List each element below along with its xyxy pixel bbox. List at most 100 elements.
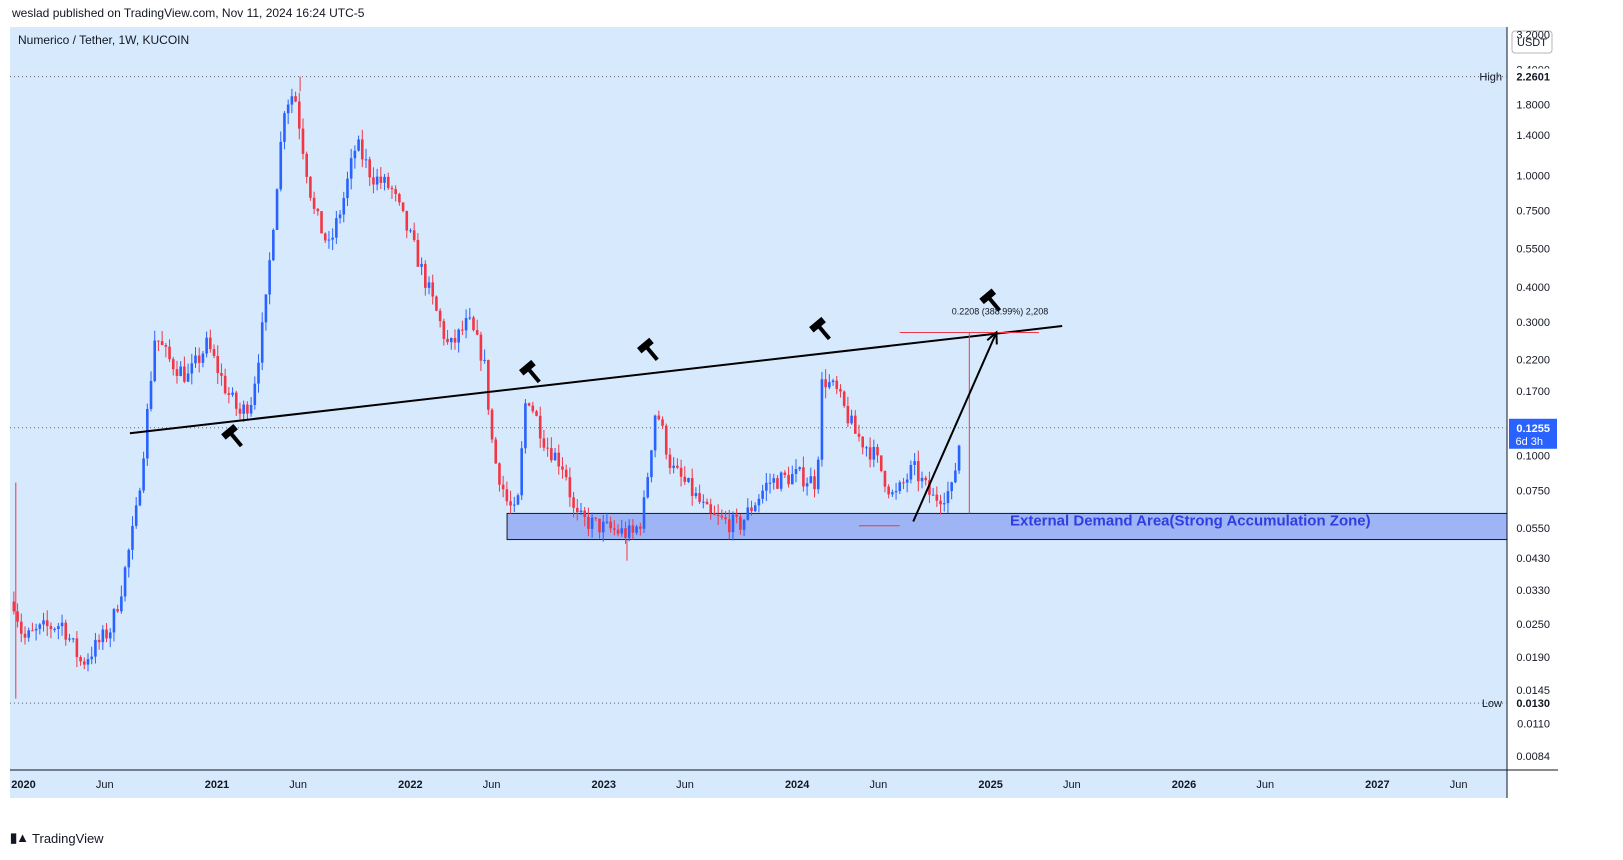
candle-body <box>183 366 186 382</box>
candle-body <box>531 405 535 412</box>
candle-body <box>120 596 123 612</box>
candle-body <box>372 177 375 185</box>
candle-body <box>894 491 898 493</box>
low-label: Low <box>1482 698 1502 710</box>
candle-body <box>520 448 523 496</box>
candle-body <box>891 492 894 495</box>
x-tick-label: 2023 <box>592 779 616 791</box>
candle-body <box>90 656 94 660</box>
candle-body <box>687 478 690 482</box>
candle-body <box>375 176 379 185</box>
candle-body <box>112 609 116 633</box>
candle-body <box>464 318 468 331</box>
candle-body <box>357 139 360 151</box>
arrow-head-icon <box>986 330 998 345</box>
candle-body <box>568 477 572 498</box>
candle-body <box>394 189 397 195</box>
hammer-icon <box>636 337 659 362</box>
candle-body <box>272 229 275 261</box>
price-axis[interactable] <box>1507 27 1558 798</box>
candle-body <box>19 621 23 634</box>
candle-body <box>53 628 56 630</box>
candle-body <box>724 517 727 520</box>
candle-body <box>524 403 527 449</box>
candle-body <box>268 260 271 295</box>
low-value: 0.0130 <box>1516 698 1550 710</box>
candle-body <box>698 493 701 502</box>
candle-body <box>312 197 316 209</box>
candle-body <box>512 504 516 506</box>
candle-body <box>609 521 612 529</box>
candle-body <box>49 626 53 630</box>
candle-body <box>27 630 30 638</box>
candle-body <box>331 237 334 240</box>
candle-body <box>824 379 827 388</box>
hammer-icon <box>979 288 1002 312</box>
candle-body <box>657 415 661 420</box>
candle-body <box>134 505 138 526</box>
candle-body <box>283 113 286 142</box>
candle-body <box>494 439 498 464</box>
candle-body <box>101 629 105 643</box>
candle-body <box>635 526 638 533</box>
candle-body <box>876 446 879 456</box>
plot-area[interactable] <box>10 27 1507 770</box>
candle-body <box>31 630 34 632</box>
footer-brand: ▮▲ TradingView <box>10 830 104 846</box>
candle-body <box>498 463 501 485</box>
candle-body <box>34 628 38 631</box>
candle-body <box>386 176 390 188</box>
candle-body <box>16 611 19 622</box>
currency-button[interactable] <box>1511 30 1553 54</box>
candle-body <box>542 438 546 448</box>
candle-body <box>323 233 327 241</box>
candle-body <box>305 153 308 177</box>
candle-body <box>420 263 423 267</box>
candle-body <box>442 321 446 339</box>
candle-body <box>427 282 431 288</box>
candle-body <box>171 359 175 370</box>
candle-body <box>227 393 231 395</box>
publish-info: weslad published on TradingView.com, Nov… <box>12 6 365 20</box>
candle-body <box>535 411 538 416</box>
candle-body <box>468 317 472 319</box>
candle-body <box>220 373 223 376</box>
candle-body <box>572 497 575 508</box>
hammer-icon <box>809 316 831 341</box>
candle-body <box>160 341 164 346</box>
candle-body <box>946 491 950 504</box>
candle-body <box>490 409 494 440</box>
candle-body <box>71 638 75 640</box>
candle-body <box>338 214 342 219</box>
candle-body <box>231 392 234 395</box>
candle-body <box>583 510 586 517</box>
projection-arrow[interactable] <box>912 332 998 522</box>
candle-body <box>601 521 605 533</box>
time-axis[interactable] <box>10 770 1507 798</box>
x-tick-label: 2027 <box>1365 779 1389 791</box>
candle-body <box>501 484 505 490</box>
candle-body <box>487 359 490 410</box>
candle-body <box>216 356 220 374</box>
candle-body <box>798 467 801 470</box>
resistance-trendline[interactable] <box>129 325 1063 435</box>
low-value-box <box>1511 695 1556 712</box>
candle-body <box>757 498 761 506</box>
candle-body <box>694 493 698 496</box>
candle-body <box>653 415 657 451</box>
candle-body <box>683 476 687 482</box>
demand-zone[interactable] <box>506 512 1508 541</box>
candle-body <box>594 517 598 519</box>
candle-body <box>783 472 787 475</box>
candle-body <box>790 473 794 485</box>
candle-body <box>546 447 549 449</box>
candle-body <box>631 525 635 533</box>
x-tick-label: 2026 <box>1172 779 1196 791</box>
candle-body <box>646 477 650 498</box>
candle-body <box>564 469 568 478</box>
candle-body <box>928 480 931 495</box>
current-countdown: 6d 3h <box>1515 436 1543 448</box>
demand-zone-label: External Demand Area(Strong Accumulation… <box>1010 512 1371 529</box>
candle-body <box>57 626 60 629</box>
